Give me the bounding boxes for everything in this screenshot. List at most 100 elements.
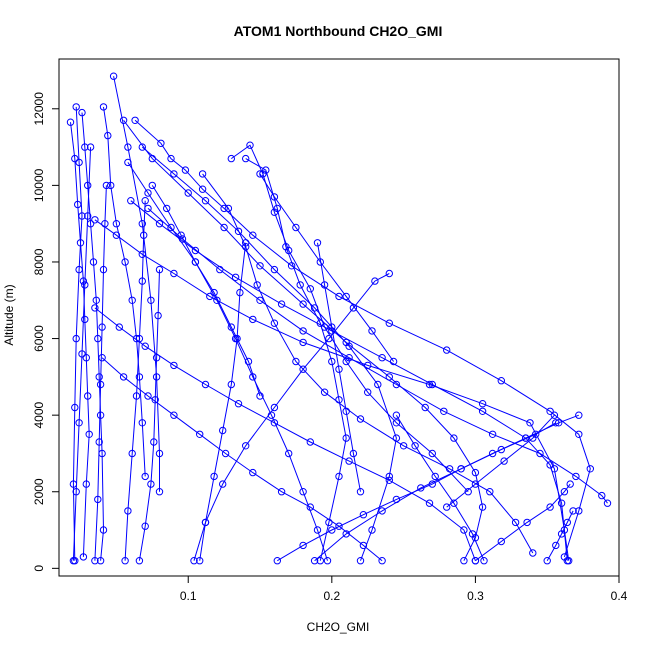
data-point <box>132 392 141 400</box>
data-point <box>167 154 175 163</box>
data-point <box>135 557 144 565</box>
data-point <box>563 557 571 565</box>
data-point <box>292 357 300 366</box>
data-point <box>313 239 322 247</box>
data-point <box>135 373 144 381</box>
data-point <box>431 472 439 481</box>
data-point <box>364 388 372 396</box>
data-point <box>124 158 132 167</box>
data-series <box>66 118 93 561</box>
data-point <box>526 419 534 427</box>
data-point <box>69 557 78 565</box>
data-point <box>138 250 147 259</box>
x-axis: 0.1 0.2 0.3 0.4 <box>180 575 628 603</box>
data-point <box>523 518 531 527</box>
series-line <box>151 185 261 397</box>
data-point <box>572 472 580 481</box>
y-tick-label: 0 <box>32 565 46 572</box>
data-point <box>299 488 307 496</box>
data-point <box>256 296 264 304</box>
data-point <box>201 380 210 389</box>
data-point <box>75 265 83 274</box>
data-point <box>299 541 307 550</box>
data-point <box>349 304 358 312</box>
data-point <box>112 231 121 239</box>
data-point <box>138 220 147 228</box>
data-point <box>140 231 148 239</box>
data-point <box>234 400 243 408</box>
data-point <box>216 265 224 274</box>
data-point <box>569 507 577 515</box>
data-point <box>342 434 350 442</box>
series-line <box>101 357 383 562</box>
y-tick-label: 8000 <box>32 248 46 275</box>
series-line <box>130 200 568 561</box>
data-series <box>69 103 86 565</box>
data-point <box>368 526 376 534</box>
data-point <box>154 311 162 320</box>
data-point <box>500 457 508 465</box>
data-point <box>201 197 210 205</box>
data-point <box>155 265 164 274</box>
data-point <box>345 342 353 350</box>
data-point <box>328 526 336 534</box>
data-point <box>497 377 505 385</box>
data-point <box>345 457 353 465</box>
data-point <box>191 246 200 255</box>
data-point <box>249 468 257 477</box>
data-point <box>292 223 300 232</box>
data-point <box>557 530 566 538</box>
data-point <box>81 315 89 324</box>
series-line <box>141 146 397 561</box>
data-point <box>219 480 227 488</box>
data-point <box>99 526 108 534</box>
data-point <box>313 526 322 534</box>
data-point <box>196 430 204 438</box>
data-point <box>84 392 92 400</box>
data-point <box>389 357 398 366</box>
data-point <box>385 269 393 278</box>
data-point <box>277 488 286 496</box>
data-point <box>488 430 497 438</box>
data-point <box>546 503 554 511</box>
data-point <box>385 476 393 484</box>
series-layer <box>66 72 612 565</box>
series-line <box>94 219 570 561</box>
data-point <box>102 181 111 190</box>
series-line <box>446 414 555 508</box>
data-point <box>443 346 451 354</box>
data-point <box>112 220 121 228</box>
data-series <box>471 480 574 565</box>
chart-title: ATOM1 Northbound CH2O_GMI <box>234 23 443 39</box>
data-point <box>546 461 554 469</box>
data-point <box>234 227 243 236</box>
data-point <box>325 334 333 343</box>
data-point <box>98 354 106 362</box>
data-point <box>78 108 86 117</box>
data-point <box>147 296 155 304</box>
data-point <box>163 204 171 213</box>
data-point <box>471 480 480 488</box>
series-line <box>277 414 579 562</box>
data-point <box>78 212 86 220</box>
data-point <box>249 315 257 324</box>
data-point <box>131 116 139 125</box>
data-point <box>328 323 336 331</box>
data-point <box>177 231 185 239</box>
data-point <box>471 557 480 565</box>
data-point <box>356 488 365 496</box>
data-point <box>227 380 236 389</box>
data-point <box>121 557 129 565</box>
series-line <box>72 106 83 561</box>
x-tick-label: 0.4 <box>611 589 628 603</box>
data-point <box>425 499 434 507</box>
data-point <box>75 158 83 167</box>
data-point <box>72 488 80 496</box>
data-point <box>94 334 102 343</box>
data-point <box>345 354 353 362</box>
data-point <box>66 118 75 126</box>
data-point <box>557 499 566 507</box>
data-point <box>155 488 164 496</box>
data-point <box>78 350 86 358</box>
data-point <box>299 300 307 308</box>
